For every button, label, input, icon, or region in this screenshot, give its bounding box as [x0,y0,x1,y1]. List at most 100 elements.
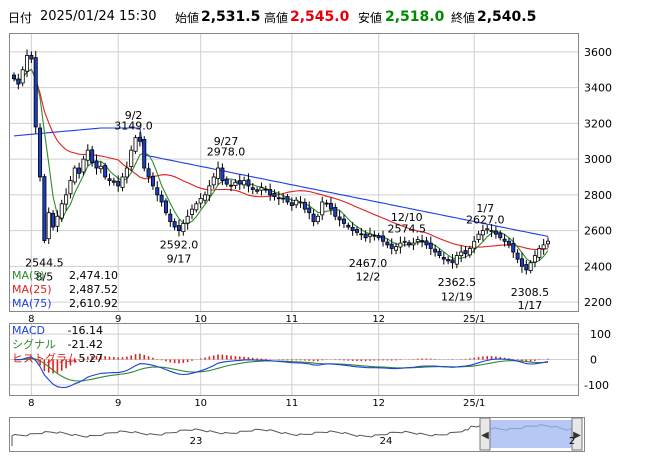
candle-body [302,201,307,210]
candle-body [480,230,485,236]
candle-body [111,180,116,183]
candle-body [59,203,64,219]
macd-ytick-label: -100 [584,379,609,392]
candle-body [129,149,134,168]
candle-body [246,179,251,187]
ma5-line [13,68,549,264]
candle-body [532,255,537,263]
candle-body [294,199,299,206]
candle-body [176,225,181,231]
candle-body [407,242,412,246]
candle-body [446,259,451,262]
legend-ma-name: MA(5) [12,269,45,282]
price-ytick-label: 3200 [584,117,612,130]
annotation-date: 12/19 [441,290,473,303]
candle-body [459,251,464,256]
candle-body [372,234,377,237]
navigator-year-label: 2 [569,436,575,447]
annotation-date: 9/17 [167,253,192,266]
candle-body [363,233,368,239]
price-ytick-label: 3000 [584,153,612,166]
candle-body [289,202,294,206]
macd-xtick-label: 11 [285,398,298,409]
candle-body [424,240,429,246]
annotation-value: 2362.5 [438,276,477,289]
legend-macd-value: -16.14 [68,324,103,337]
moving-average-lines [13,68,549,264]
candle-body [103,165,108,178]
candle-body [33,57,38,128]
price-xtick-label: 8 [28,314,34,325]
candle-body [276,197,281,200]
low-value: 2,518.0 [385,9,445,25]
navigator-year-label: 23 [190,436,203,447]
candle-body [159,194,164,203]
candle-body [146,168,151,178]
candle-body [307,207,312,214]
candle-body [498,232,503,239]
price-ytick-label: 2800 [584,189,612,202]
candle-body [476,233,481,240]
navigator-left-handle[interactable] [479,417,491,451]
candle-body [268,189,273,196]
open-label: 始値 [175,11,200,25]
candle-body [441,256,446,260]
candle-body [155,187,160,196]
price-ytick-label: 3400 [584,82,612,95]
legend-macd-name: シグナル [12,337,56,351]
candle-body [263,188,268,191]
macd-lines [13,356,549,389]
candle-body [285,196,290,203]
candle-body [315,215,320,223]
candle-body [189,208,194,215]
candle-body [137,136,142,142]
annotation-date: 12/2 [356,271,381,284]
candle-body [381,235,386,242]
legend-ma-value: 2,487.52 [69,283,118,296]
candle-body [537,248,542,258]
macd-xtick-label: 12 [372,398,385,409]
candle-body [38,127,43,178]
candlesticks [11,49,551,275]
legend-ma-name: MA(25) [12,283,52,296]
candle-body [120,176,125,188]
range-navigator[interactable]: ◀ ▶ 23 24 2 [11,417,583,451]
candle-body [90,149,95,164]
candle-body [328,203,333,210]
candle-body [20,69,25,84]
candle-body [398,242,403,248]
navigator-right-handle[interactable] [571,417,583,451]
annotation-value: 2592.0 [160,238,199,251]
datetime-value: 2025/01/24 15:30 [40,9,157,24]
price-xtick-label: 9 [115,314,121,325]
macd-ytick-label: 100 [590,328,611,341]
candle-body [320,201,325,216]
price-ytick-label: 2600 [584,225,612,238]
candle-body [25,55,30,72]
annotation-value: 2544.5 [25,256,64,269]
close-label: 終値 [451,11,476,25]
candle-body [163,200,168,214]
macd-xtick-label: 10 [194,398,207,409]
annotation-date: 9/27 [214,135,239,148]
candle-body [250,187,255,190]
annotation-value: 3149.0 [114,120,153,133]
candle-body [124,167,129,178]
candle-body [46,212,51,240]
close-value: 2,540.5 [477,9,537,25]
macd-histogram [17,353,549,374]
annotation-value: 2627.0 [466,213,505,226]
candle-body [181,223,186,233]
candle-body [29,55,34,60]
candle-body [51,213,56,228]
candle-body [298,201,303,204]
legend-macd-name: ヒストグラム [12,351,78,365]
open-value: 2,531.5 [201,9,261,25]
candle-body [341,218,346,224]
legend-ma-name: MA(75) [12,297,52,310]
candle-body [506,240,511,246]
candle-body [272,193,277,198]
price-legend: MA(5) 2,474.10 MA(25) 2,487.52 MA(75) 2,610.9… [12,269,118,310]
